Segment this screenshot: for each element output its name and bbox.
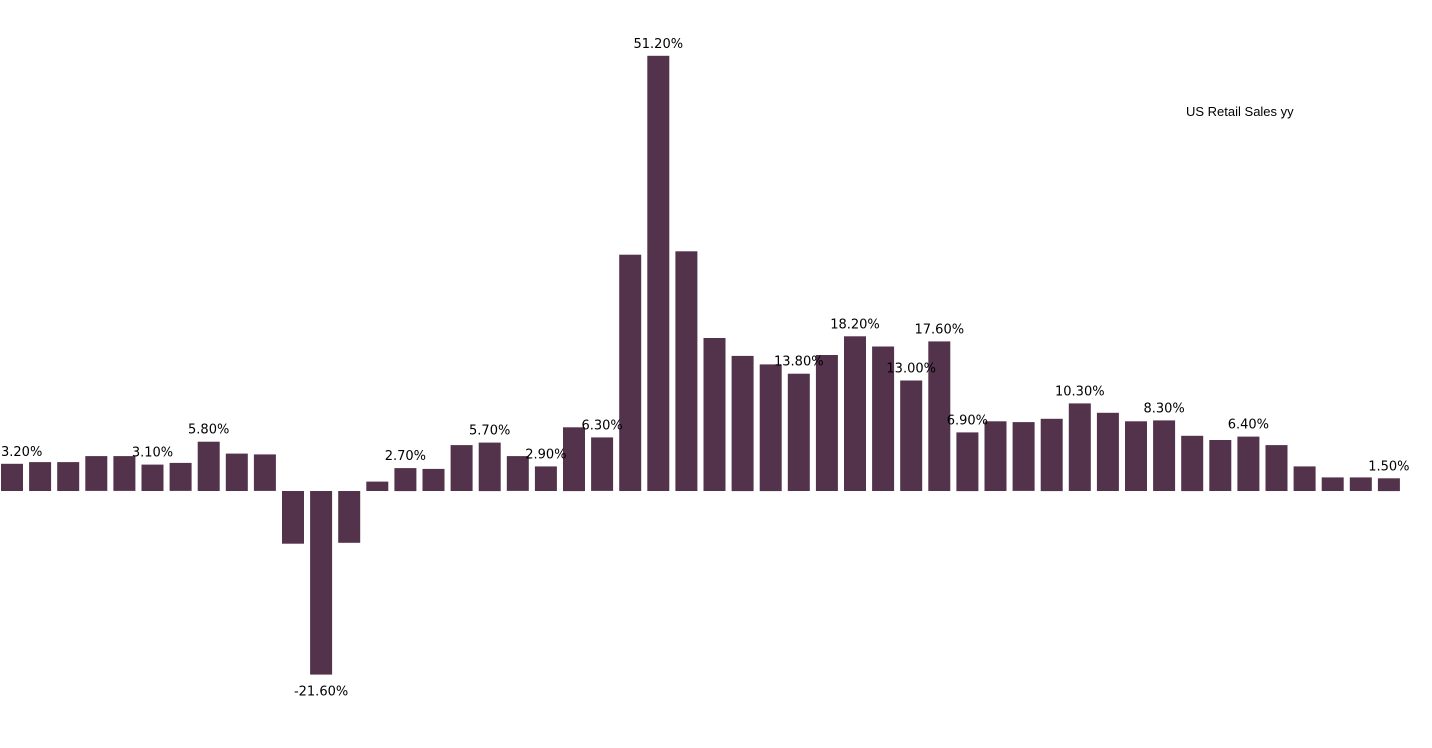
bar-48: [1349, 477, 1372, 491]
data-labels-group: 3.20% 3.10% 5.80% -21.60% 2.70% 5.70% 2.90% 6.3…: [1, 37, 1410, 700]
data-label-49: 1.50%: [1368, 459, 1409, 474]
data-label-32: 13.00%: [886, 362, 936, 377]
bar-4: [113, 456, 136, 491]
bar-44: [1237, 436, 1260, 491]
data-label-23: 51.20%: [634, 37, 684, 52]
data-label-38: 10.30%: [1055, 384, 1105, 399]
bar-36: [1012, 422, 1035, 491]
bar-2: [57, 462, 80, 491]
bar-42: [1181, 435, 1204, 492]
bar-29: [815, 355, 838, 491]
bar-35: [984, 421, 1007, 491]
bar-0: [1, 463, 23, 491]
bar-1: [29, 462, 52, 491]
bar-40: [1125, 421, 1147, 491]
data-label-17: 5.70%: [469, 424, 510, 439]
data-label-28: 13.80%: [774, 355, 824, 370]
data-label-19: 2.90%: [525, 447, 566, 462]
bar-14: [394, 468, 417, 492]
bar-38: [1068, 403, 1091, 491]
bar-6: [169, 462, 192, 491]
data-label-30: 18.20%: [830, 317, 880, 332]
data-label-14: 2.70%: [385, 449, 426, 464]
bar-26: [731, 355, 754, 492]
data-label-5: 3.10%: [132, 446, 173, 461]
bar-13: [366, 481, 389, 491]
data-label-11: -21.60%: [294, 685, 348, 700]
bar-47: [1321, 477, 1344, 491]
legend: US Retail Sales yy: [1186, 104, 1294, 119]
bar-33: [928, 341, 951, 491]
bar-21: [591, 437, 614, 491]
bar-25: [703, 338, 726, 491]
bar-45: [1265, 445, 1288, 491]
bar-22: [619, 254, 642, 491]
bar-17: [478, 442, 501, 492]
bar-31: [872, 346, 895, 491]
legend-series-name: US Retail Sales yy: [1186, 104, 1294, 119]
bar-7: [197, 441, 220, 491]
data-label-34: 6.90%: [947, 413, 988, 428]
bar-32: [900, 380, 923, 491]
bar-20: [563, 427, 585, 492]
bar-30: [844, 336, 866, 491]
bar-9: [253, 454, 276, 491]
bar-12: [338, 491, 361, 543]
bar-24: [675, 251, 698, 491]
bar-16: [450, 445, 473, 491]
data-label-7: 5.80%: [188, 423, 229, 438]
bar-10: [282, 491, 304, 544]
bar-37: [1040, 418, 1063, 492]
bar-18: [506, 456, 529, 491]
bar-49: [1377, 478, 1400, 492]
bar-5: [141, 464, 164, 491]
bar-3: [85, 456, 108, 491]
bar-19: [534, 466, 557, 491]
bar-34: [956, 432, 979, 492]
bar-39: [1096, 412, 1119, 491]
data-label-0: 3.20%: [1, 445, 42, 460]
bar-41: [1153, 420, 1176, 491]
bars-group: [1, 55, 1400, 675]
bar-15: [422, 468, 445, 491]
data-label-44: 6.40%: [1228, 418, 1269, 433]
bar-27: [759, 364, 782, 492]
data-label-41: 8.30%: [1143, 401, 1184, 416]
bar-11: [310, 491, 333, 675]
bar-46: [1293, 466, 1316, 491]
bar-23: [647, 55, 670, 492]
bar-28: [787, 373, 810, 491]
bar-43: [1209, 440, 1232, 491]
bar-8: [225, 453, 248, 491]
data-label-33: 17.60%: [915, 322, 965, 337]
data-label-21: 6.30%: [581, 418, 622, 433]
